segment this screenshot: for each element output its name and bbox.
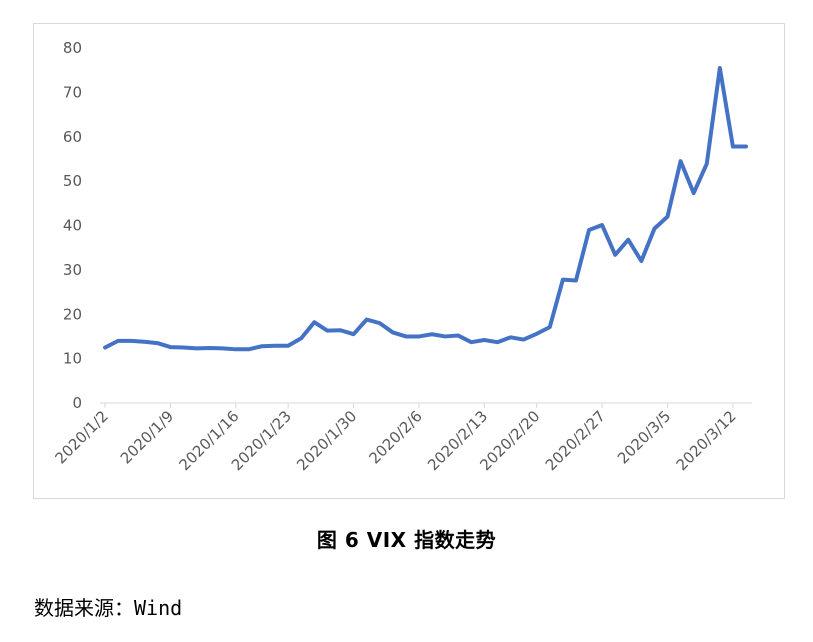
y-tick-label: 50 [63,172,82,190]
data-source-note: 数据来源：Wind [34,596,183,620]
x-tick-label: 2020/1/2 [51,407,111,467]
x-tick-label: 2020/3/12 [673,407,740,474]
y-tick-label: 40 [63,217,82,235]
y-tick-label: 20 [63,305,82,323]
x-tick-label: 2020/3/5 [614,407,674,467]
y-tick-label: 80 [63,39,82,57]
y-tick-label: 10 [63,350,82,368]
y-tick-label: 0 [72,394,82,412]
y-tick-label: 70 [63,83,82,101]
y-tick-label: 60 [63,128,82,146]
figure-caption: 图 6 VIX 指数走势 [316,528,497,552]
chart-frame: 0 10 20 30 40 50 60 70 80 2020/1/2 2020/1/9 2020/1/… [33,23,785,499]
x-tick-label: 2020/1/30 [293,407,360,474]
vix-series-line [103,65,748,352]
x-tick-label: 2020/1/9 [117,407,177,467]
x-tick-label: 2020/2/27 [542,407,609,474]
vix-line-chart: 0 10 20 30 40 50 60 70 80 2020/1/2 2020/1/9 2020/1/… [51,39,752,474]
x-tick-label: 2020/2/6 [365,407,425,467]
y-tick-label: 30 [63,261,82,279]
